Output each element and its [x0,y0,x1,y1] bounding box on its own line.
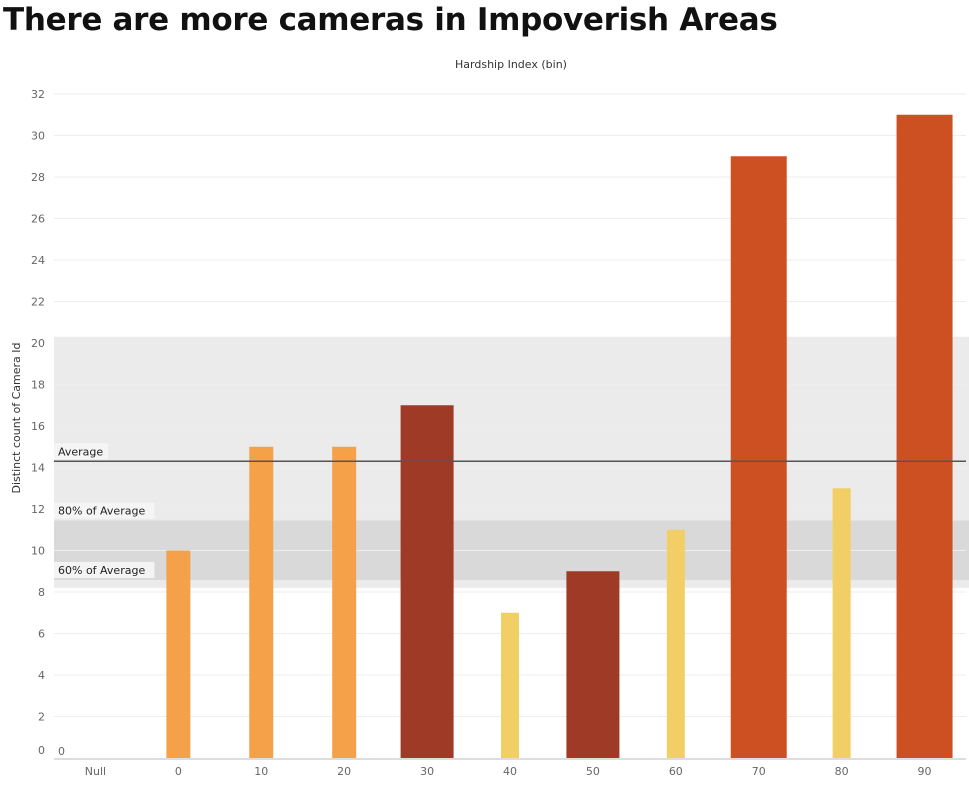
bar-10[interactable] [249,446,274,758]
bar-60[interactable] [666,529,685,758]
gridlines [54,93,966,717]
y-tick-label: 16 [31,420,45,433]
x-tick-label: Null [85,765,106,778]
reference-label-0: Average [58,445,103,458]
y-tick-label: 4 [38,669,45,682]
data-label: 0 [58,745,65,758]
bar-0[interactable] [166,550,191,759]
x-tick-label: 40 [503,765,517,778]
x-tick-label: 10 [254,765,268,778]
reference-label-2: 60% of Average [58,564,145,577]
y-tick-label: 2 [38,711,45,724]
x-tick-label: 90 [918,765,932,778]
data-labels: 0 [58,745,65,758]
bar-90[interactable] [896,114,953,758]
bars [166,114,953,759]
reference-bands [54,336,969,588]
y-tick-label: 0 [38,744,45,757]
y-tick-label: 20 [31,337,45,350]
y-tick-label: 12 [31,503,45,516]
y-tick-label: 28 [31,171,45,184]
x-tick-label: 60 [669,765,683,778]
reference-label-bg [54,561,155,578]
y-axis-title: Distinct count of Camera Id [10,343,23,494]
x-tick-label: 50 [586,765,600,778]
x-tick-labels: Null 0 10 20 30 40 50 60 70 80 90 [85,765,932,778]
bar-50[interactable] [566,571,620,758]
bar-40[interactable] [501,612,519,758]
reference-label-bg [54,502,155,519]
bar-70[interactable] [730,156,787,758]
y-tick-label: 22 [31,296,45,309]
y-tick-label: 8 [38,586,45,599]
y-tick-label: 30 [31,130,45,143]
reference-label-1: 80% of Average [58,505,145,518]
bar-80[interactable] [832,488,851,758]
x-tick-label: 0 [175,765,182,778]
chart-title: There are more cameras in Impoverish Are… [3,2,778,38]
y-tick-label: 6 [38,628,45,641]
x-tick-label: 80 [835,765,849,778]
y-tick-label: 10 [31,545,45,558]
x-tick-label: 70 [752,765,766,778]
y-tick-label: 24 [31,254,45,267]
reference-label-bg [54,443,109,460]
y-tick-label: 26 [31,213,45,226]
reference-lines: Average 80% of Average 60% of Average [54,443,966,578]
y-tick-label: 32 [31,88,45,101]
x-tick-label: 30 [420,765,434,778]
x-tick-label: 20 [337,765,351,778]
y-tick-label: 18 [31,379,45,392]
x-axis-title: Hardship Index (bin) [455,58,567,71]
y-tick-label: 14 [31,462,45,475]
bar-30[interactable] [400,405,454,758]
bar-20[interactable] [332,446,357,758]
